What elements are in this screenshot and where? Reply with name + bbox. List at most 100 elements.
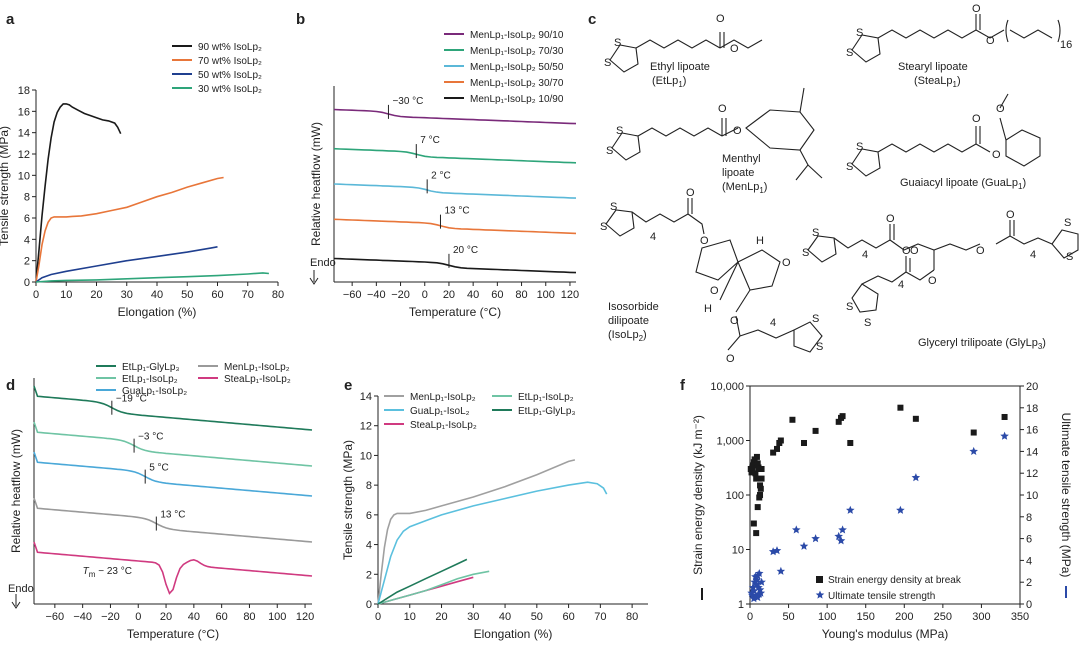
x-tick-label: −60 bbox=[343, 289, 362, 301]
x-tick-label: 40 bbox=[499, 611, 511, 623]
x-tick-label: 30 bbox=[121, 289, 133, 301]
series-line bbox=[35, 103, 122, 283]
chem-structures: S S O O Ethyl lipoate (EtLp1) S S O O 16… bbox=[600, 3, 1079, 365]
atom-s: S bbox=[614, 37, 621, 49]
compound-name: Stearyl lipoate bbox=[898, 61, 968, 73]
y-tick-label: 0 bbox=[24, 277, 30, 289]
point-square bbox=[770, 449, 777, 456]
atom-o: O bbox=[782, 257, 791, 269]
atom-o: O bbox=[716, 13, 725, 25]
atom-o: O bbox=[710, 285, 719, 297]
dsc-curve bbox=[33, 497, 313, 543]
compound-name-line: Menthyl bbox=[722, 153, 761, 165]
atom-o: O bbox=[996, 103, 1005, 115]
endo-label: Endo bbox=[310, 257, 336, 269]
dsc-curve bbox=[333, 147, 577, 164]
x-tick-label: 60 bbox=[211, 289, 223, 301]
y-tick-label: 0 bbox=[366, 599, 372, 611]
legend-swatch bbox=[815, 590, 825, 599]
point-star bbox=[846, 505, 855, 514]
x-axis-title: Young's modulus (MPa) bbox=[822, 627, 949, 641]
point-star bbox=[751, 579, 761, 588]
chain-length: 4 bbox=[898, 279, 904, 291]
point-square bbox=[754, 460, 761, 467]
tg-label: 20 °C bbox=[453, 245, 478, 256]
y-tick-label: 8 bbox=[366, 480, 372, 492]
chain-length: 4 bbox=[862, 249, 868, 261]
x-tick-label: 20 bbox=[443, 289, 455, 301]
legend-entry: EtLp₁-GlyLp₃ bbox=[122, 362, 179, 373]
y-right-tick-label: 2 bbox=[1026, 577, 1032, 589]
atom-s: S bbox=[606, 145, 613, 157]
atom-o: O bbox=[886, 213, 895, 225]
dsc-curve bbox=[33, 421, 313, 467]
x-tick-label: 80 bbox=[626, 611, 638, 623]
compound-abbr: (MenLp1) bbox=[722, 181, 767, 195]
point-star bbox=[772, 546, 782, 555]
atom-s: S bbox=[816, 341, 823, 353]
point-square bbox=[752, 470, 759, 477]
x-tick-label: 0 bbox=[135, 611, 141, 623]
y-tick-label: 12 bbox=[18, 149, 30, 161]
x-tick-label: 50 bbox=[531, 611, 543, 623]
y-tick-label: 12 bbox=[360, 421, 372, 433]
point-star bbox=[755, 589, 764, 598]
x-tick-label: 50 bbox=[181, 289, 193, 301]
point-star bbox=[811, 534, 820, 543]
series-line bbox=[377, 459, 576, 605]
point-square bbox=[912, 415, 919, 422]
tg-label: −19 °C bbox=[116, 394, 147, 405]
y-tick-label: 4 bbox=[24, 234, 30, 246]
point-square bbox=[754, 504, 761, 511]
x-axis-title: Temperature (°C) bbox=[409, 305, 501, 319]
structure-guaiacyl-lipoate bbox=[851, 93, 1041, 177]
y-right-tick-label: 8 bbox=[1026, 512, 1032, 524]
x-tick-label: 40 bbox=[151, 289, 163, 301]
point-square bbox=[757, 482, 764, 489]
x-tick-label: 10 bbox=[404, 611, 416, 623]
x-tick-label: 60 bbox=[216, 611, 228, 623]
panel-label-a: a bbox=[6, 11, 15, 28]
structure-isosorbide-dilipoate bbox=[605, 198, 823, 353]
x-tick-label: 150 bbox=[857, 611, 875, 623]
point-square bbox=[777, 437, 784, 444]
x-tick-label: 100 bbox=[818, 611, 836, 623]
y-right-tick-label: 12 bbox=[1026, 468, 1038, 480]
y-tick-label: 6 bbox=[24, 213, 30, 225]
compound-name-line: dilipoate bbox=[608, 315, 649, 327]
legend-entry: MenLp₁-IsoLp₂ 90/10 bbox=[470, 30, 564, 41]
chain-length: 4 bbox=[770, 317, 776, 329]
x-tick-label: 250 bbox=[934, 611, 952, 623]
y-axis-right-title: Ultimate tensile strength (MPa) bbox=[1059, 413, 1073, 578]
compound-name: Ethyl lipoate bbox=[650, 61, 710, 73]
legend-entry: SteaLp₁-IsoLp₂ bbox=[410, 420, 477, 431]
point-square bbox=[970, 429, 977, 436]
atom-s: S bbox=[856, 27, 863, 39]
chart-panel-f: 0 50 100 150 200 250 300 350 1 10 100 1,000 10,000 0 2… bbox=[691, 381, 1073, 641]
legend-entry: MenLp₁-IsoLp₂ 30/70 bbox=[470, 78, 564, 89]
endo-arrow bbox=[11, 594, 21, 609]
point-star bbox=[838, 525, 847, 534]
y-right-tick-label: 4 bbox=[1026, 555, 1032, 567]
y-axis-title: Tensile strength (MPa) bbox=[0, 126, 11, 246]
tg-label: 7 °C bbox=[420, 135, 440, 146]
point-square bbox=[812, 427, 819, 434]
x-tick-label: 120 bbox=[296, 611, 314, 623]
x-tick-label: 20 bbox=[90, 289, 102, 301]
x-tick-label: 80 bbox=[515, 289, 527, 301]
y-tick-label: 4 bbox=[366, 540, 372, 552]
atom-s: S bbox=[864, 317, 871, 329]
chain-length: 16 bbox=[1060, 39, 1072, 51]
chain-length: 4 bbox=[650, 231, 656, 243]
point-square bbox=[758, 475, 765, 482]
point-square bbox=[750, 520, 757, 527]
legend-entry: 50 wt% IsoLp₂ bbox=[198, 70, 262, 81]
point-star bbox=[755, 569, 764, 578]
panel-label-b: b bbox=[296, 11, 305, 28]
legend-entry: Ultimate tensile strength bbox=[828, 591, 935, 602]
x-axis-title: Elongation (%) bbox=[118, 305, 197, 319]
atom-s: S bbox=[600, 221, 607, 233]
x-tick-label: 30 bbox=[467, 611, 479, 623]
atom-s: S bbox=[846, 161, 853, 173]
compound-name: Glyceryl trilipoate (GlyLp3) bbox=[918, 337, 1046, 351]
